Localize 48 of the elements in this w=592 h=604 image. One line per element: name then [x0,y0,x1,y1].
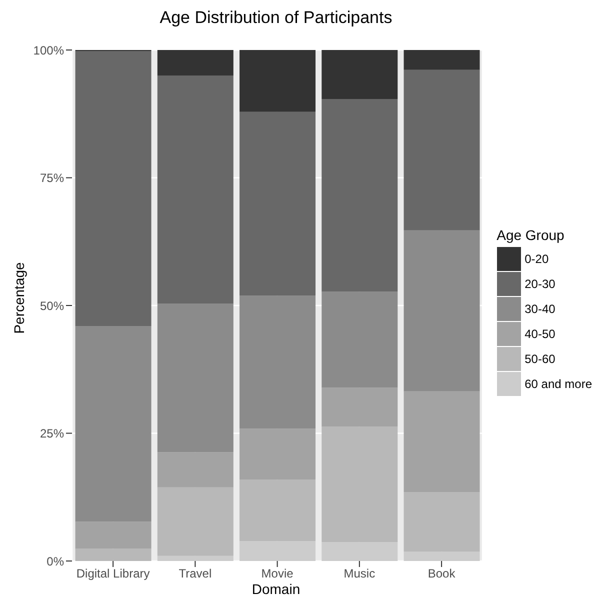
legend-label: 50-60 [524,352,556,366]
y-axis-title: Percentage [11,262,27,334]
legend-title: Age Group [496,226,566,242]
bar [322,542,398,561]
bar [157,556,234,561]
x-tick-label: Music [344,566,376,581]
bar [240,50,316,112]
bar [157,76,234,304]
chart-title: Age Distribution of Participants [158,8,394,28]
bar [322,50,398,100]
y-tick-label: 50% [40,298,64,313]
bar [240,480,316,542]
bar [240,112,316,296]
x-tick-label: Book [428,566,456,581]
bar [404,391,480,492]
x-tick-label: Digital Library [76,566,150,581]
legend-label: 30-40 [524,302,556,316]
legend-label: 60 and more [524,376,592,390]
bar [75,51,152,326]
y-tick-label: 25% [40,426,64,441]
bar [75,548,152,561]
bar [75,326,152,522]
bar [322,388,398,427]
bar [240,428,316,480]
legend-label: 40-50 [524,326,556,340]
bar [404,552,480,561]
x-axis-title: Domain [250,581,302,597]
legend-label: 0-20 [524,252,549,266]
bar [240,296,316,429]
bar [157,303,234,452]
x-tick-label: Travel [178,566,212,581]
bar [322,99,398,292]
bar [157,50,234,76]
bar [404,492,480,552]
x-tick-label: Movie [261,566,294,581]
bar [404,50,480,70]
bar [404,70,480,230]
bar [322,426,398,542]
bar [157,487,234,556]
y-tick-label: 100% [33,43,64,58]
bar [404,230,480,392]
y-tick-label: 0% [46,554,64,568]
bar [240,541,316,561]
y-tick-label: 75% [40,171,64,186]
legend-label: 20-30 [524,276,556,290]
bar [75,522,152,549]
bar [322,292,398,388]
bar [157,452,234,488]
